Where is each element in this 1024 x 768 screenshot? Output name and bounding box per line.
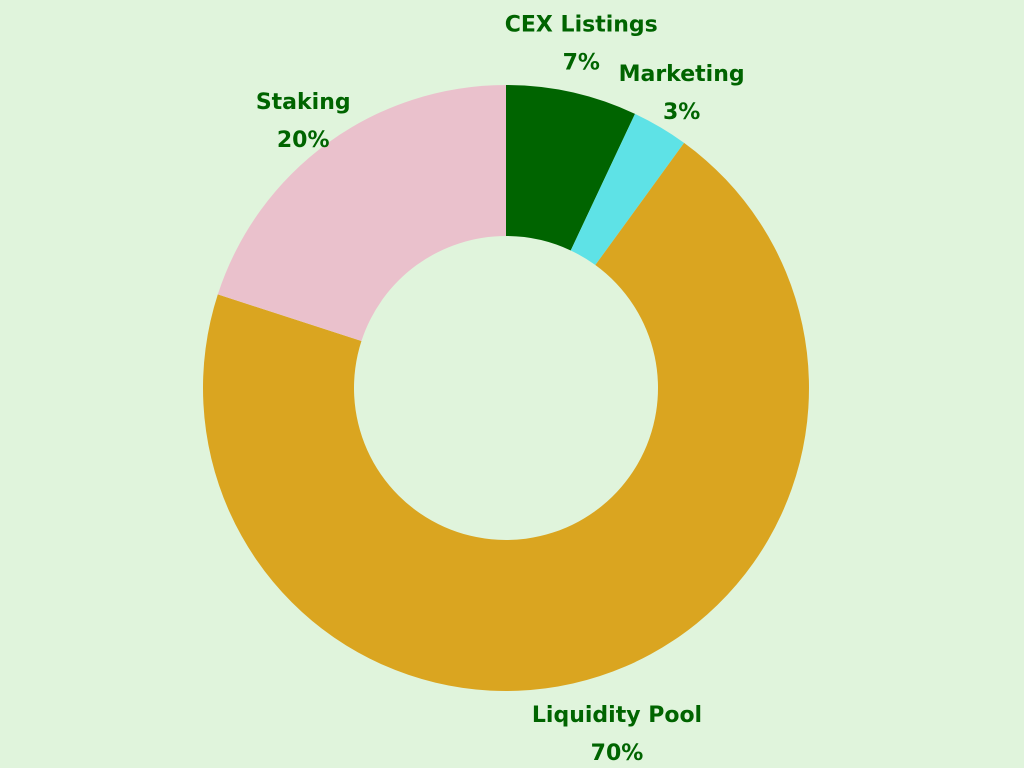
labels-group: CEX Listings 7% Marketing 3% Liquidity Pool 7… xyxy=(256,12,745,766)
slice-label-marketing: Marketing xyxy=(619,62,745,87)
slice-cex-listings xyxy=(506,85,636,251)
slices-group xyxy=(202,85,809,691)
slice-marketing xyxy=(570,113,685,266)
slice-label-staking: Staking xyxy=(256,90,351,115)
slice-pct-label-cex-listings: 7% xyxy=(563,50,600,75)
slice-staking xyxy=(217,85,506,342)
slice-label-cex-listings: CEX Listings xyxy=(505,12,658,37)
slice-pct-label-marketing: 3% xyxy=(663,100,700,125)
slice-pct-label-staking: 20% xyxy=(277,128,330,153)
slice-pct-label-liquidity-pool: 70% xyxy=(591,741,644,766)
slice-liquidity-pool xyxy=(202,142,809,691)
slice-label-liquidity-pool: Liquidity Pool xyxy=(532,703,702,728)
